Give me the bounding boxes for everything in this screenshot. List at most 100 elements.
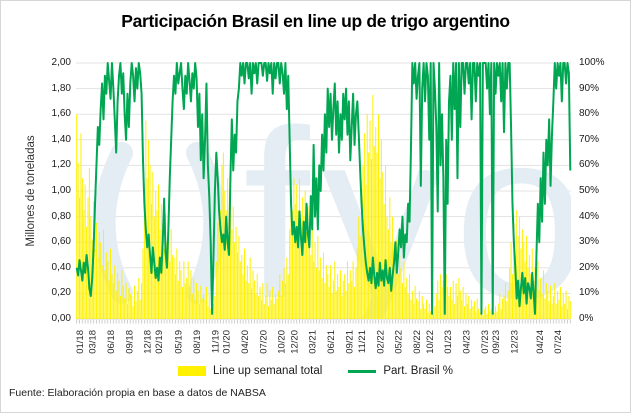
- bar: [434, 306, 436, 319]
- bar: [489, 311, 491, 319]
- bar: [128, 288, 130, 319]
- bar: [454, 303, 456, 319]
- x-axis-label: 07/23: [480, 330, 491, 354]
- bar: [238, 235, 240, 319]
- bar: [170, 229, 172, 319]
- bar: [207, 306, 209, 319]
- bar: [290, 191, 292, 319]
- chart-title: Participación Brasil en line up de trigo…: [121, 11, 510, 31]
- bar: [535, 287, 537, 319]
- bar: [344, 274, 346, 319]
- bar: [173, 257, 175, 319]
- bar: [291, 210, 293, 319]
- bar: [272, 287, 274, 319]
- bar: [345, 290, 347, 319]
- bar: [119, 295, 121, 319]
- bar: [235, 226, 237, 319]
- bar: [139, 299, 141, 319]
- bar: [517, 235, 519, 319]
- left-axis-tick: 1,00: [51, 185, 71, 196]
- bar: [346, 261, 348, 319]
- bar: [232, 206, 234, 319]
- bar: [504, 283, 506, 319]
- bar: [332, 280, 334, 319]
- bar: [486, 313, 488, 319]
- bar: [394, 267, 396, 319]
- left-axis-tick: 0,00: [51, 313, 71, 324]
- bar: [88, 167, 90, 319]
- watermark-left-arc: [93, 142, 133, 304]
- bar: [189, 287, 191, 319]
- bar: [311, 223, 313, 319]
- bar: [184, 283, 186, 319]
- bar: [282, 280, 284, 319]
- bar: [269, 290, 271, 319]
- bar: [214, 295, 216, 319]
- bar: [108, 280, 110, 319]
- bar: [502, 298, 504, 319]
- bar: [260, 299, 262, 319]
- x-axis-label: 02/19: [154, 330, 165, 354]
- bar: [183, 261, 185, 319]
- bar: [497, 303, 499, 319]
- right-axis-tick: 10%: [579, 287, 600, 299]
- bar: [228, 223, 230, 319]
- bar: [413, 303, 415, 319]
- bar: [100, 242, 102, 319]
- bar: [104, 270, 106, 319]
- bar: [84, 184, 86, 319]
- bar: [400, 267, 402, 319]
- bar: [284, 283, 286, 319]
- bar: [471, 299, 473, 319]
- bar: [105, 252, 107, 319]
- bar: [368, 152, 370, 319]
- bar: [557, 290, 559, 319]
- left-axis-tick: 0,40: [51, 261, 71, 273]
- bar: [551, 303, 553, 319]
- bar: [79, 197, 81, 319]
- left-axis-tick: 2,00: [51, 57, 71, 68]
- bar: [300, 223, 302, 319]
- bar: [313, 261, 315, 319]
- bar: [331, 293, 333, 319]
- bar: [107, 261, 109, 319]
- bar: [461, 299, 463, 319]
- bar: [554, 283, 556, 319]
- bar: [266, 283, 268, 319]
- bar: [544, 298, 546, 319]
- bar: [328, 287, 330, 319]
- bar: [338, 287, 340, 319]
- bar: [559, 287, 561, 319]
- x-axis-label: 01/20: [222, 330, 233, 354]
- bar: [370, 159, 372, 319]
- bar: [452, 280, 454, 319]
- bar: [224, 191, 226, 319]
- bar: [363, 133, 365, 319]
- bar: [242, 274, 244, 319]
- bar: [265, 295, 267, 319]
- source-note: Fuente: Elaboración propia en base a dat…: [9, 387, 266, 399]
- bar: [440, 274, 442, 319]
- bar: [155, 191, 157, 319]
- bar: [327, 274, 329, 319]
- bar: [225, 210, 227, 319]
- bar: [90, 216, 92, 319]
- right-axis-tick: 90%: [579, 82, 600, 94]
- bar: [385, 165, 387, 319]
- legend: Line up semanal total Part. Brasil %: [1, 362, 630, 380]
- bar: [270, 299, 272, 319]
- bar: [509, 267, 511, 319]
- bar: [407, 293, 409, 319]
- bar: [547, 290, 549, 319]
- bar: [414, 285, 416, 319]
- bar: [441, 287, 443, 319]
- bar: [231, 229, 233, 319]
- bar: [339, 270, 341, 319]
- x-axis-label: 01/18: [75, 330, 86, 354]
- bar: [210, 308, 212, 319]
- bar: [142, 248, 144, 319]
- bar: [194, 299, 196, 319]
- x-axis-label: 09/21: [344, 330, 355, 354]
